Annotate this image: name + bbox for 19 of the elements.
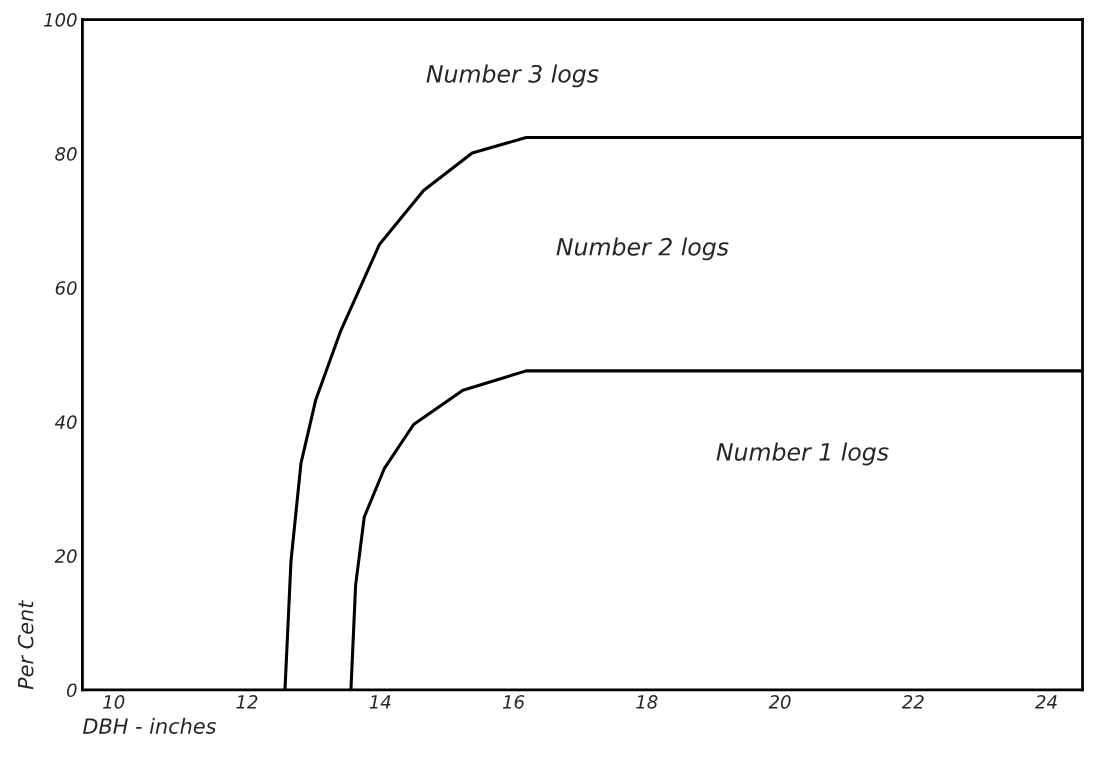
x-axis-title: DBH - inches [82, 717, 217, 734]
x-tick-label: 10 [103, 695, 125, 709]
annotation: Number 1 logs [716, 442, 889, 466]
y-tick-label: 80 [55, 147, 77, 161]
x-tick-label: 14 [369, 695, 391, 709]
y-axis-title: Per Cent [17, 599, 34, 690]
annotation: Number 3 logs [426, 64, 599, 88]
annotation: Number 2 logs [556, 237, 729, 261]
y-tick-label: 20 [54, 549, 77, 563]
x-tick-label: 12 [236, 695, 258, 709]
x-tick-label: 16 [502, 695, 525, 709]
x-tick-label: 18 [636, 695, 658, 709]
x-tick-label: 24 [1035, 695, 1057, 709]
x-tick-label: 22 [901, 695, 924, 709]
y-tick-label: 60 [55, 281, 77, 295]
y-tick-label: 0 [66, 683, 77, 698]
y-tick-label: 100 [43, 13, 77, 27]
x-tick-label: 20 [768, 695, 791, 709]
y-tick-label: 40 [54, 415, 77, 429]
